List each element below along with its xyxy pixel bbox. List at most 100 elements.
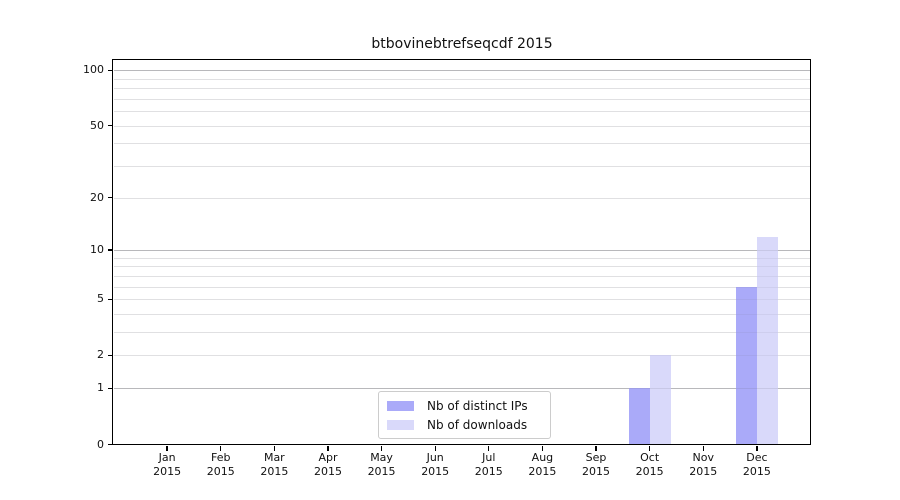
minor-gridline-overlay (113, 166, 811, 168)
x-tick-mark (273, 446, 275, 451)
minor-gridline (113, 275, 811, 277)
y-tick-mark (108, 298, 113, 300)
x-tick-mark (756, 446, 758, 451)
y-tick-label: 0 (97, 437, 104, 451)
minor-gridline-overlay (113, 197, 811, 199)
x-tick-year: 2015 (689, 464, 718, 478)
chart-title: btbovinebtrefseqcdf 2015 (371, 36, 553, 52)
x-tick-month: Oct (640, 451, 660, 464)
y-tick-label: 2 (97, 348, 104, 362)
minor-gridline (113, 143, 811, 145)
x-tick-mark (541, 446, 544, 451)
y-tick-mark (108, 125, 113, 127)
x-tick-month: Jun (426, 451, 444, 464)
minor-gridline (113, 197, 811, 199)
x-tick-label-feb: Feb 2015 (189, 451, 253, 478)
x-tick-year: 2015 (367, 464, 396, 478)
x-tick-mark (327, 446, 329, 451)
major-gridline (113, 388, 811, 390)
minor-gridline (113, 314, 811, 315)
y-tick-label: 100 (83, 63, 104, 77)
y-tick-mark (108, 354, 113, 357)
x-tick-mark (649, 446, 651, 451)
minor-gridline (113, 299, 811, 301)
minor-gridline (113, 78, 811, 80)
minor-gridline-overlay (113, 314, 811, 315)
minor-gridline-overlay (113, 111, 811, 113)
minor-gridline (113, 286, 811, 288)
minor-gridline-overlay (113, 88, 811, 90)
minor-gridline-overlay (113, 257, 811, 259)
y-tick-mark (108, 197, 113, 199)
legend-item-downloads: Nb of downloads (387, 415, 542, 434)
legend-label-downloads: Nb of downloads (427, 417, 528, 432)
minor-gridline (113, 332, 811, 334)
minor-gridline (113, 355, 811, 357)
x-tick-label-nov: Nov 2015 (671, 451, 735, 478)
x-tick-label-may: May 2015 (350, 451, 414, 478)
minor-gridline-overlay (113, 78, 811, 80)
x-tick-mark (166, 446, 168, 451)
x-tick-mark (488, 446, 490, 451)
x-tick-label-jul: Jul 2015 (457, 451, 521, 478)
x-tick-mark (434, 446, 436, 451)
x-tick-month: Feb (210, 451, 231, 464)
bar-dec-downloads (756, 236, 778, 445)
minor-gridline-overlay (113, 332, 811, 334)
x-tick-year: 2015 (742, 464, 771, 478)
minor-gridline (113, 88, 811, 90)
x-tick-month: May (370, 451, 393, 464)
x-tick-mark (220, 446, 222, 451)
x-tick-month: Apr (318, 451, 338, 464)
x-tick-label-aug: Aug 2015 (510, 451, 574, 478)
minor-gridline-overlay (113, 299, 811, 301)
y-tick-mark (108, 249, 113, 251)
x-tick-year: 2015 (206, 464, 235, 478)
minor-gridline-overlay (113, 355, 811, 357)
x-tick-month: Jan (158, 451, 176, 464)
legend-label-distinct-ips: Nb of distinct IPs (427, 398, 528, 413)
bar-oct-distinct-ips (628, 388, 650, 445)
x-tick-label-jan: Jan 2015 (135, 451, 199, 478)
x-tick-mark (702, 446, 704, 451)
minor-gridline-overlay (113, 266, 811, 268)
major-gridline-overlay (113, 250, 811, 252)
y-tick-label: 20 (90, 190, 104, 204)
legend-swatch-downloads (387, 419, 414, 430)
x-tick-month: Jul (482, 451, 496, 464)
x-tick-mark (595, 446, 597, 451)
x-tick-year: 2015 (421, 464, 450, 478)
y-tick-label: 5 (97, 292, 104, 306)
bar-oct-downloads (649, 355, 671, 445)
plot-area-border (112, 59, 811, 445)
x-tick-year: 2015 (635, 464, 664, 478)
minor-gridline (113, 125, 811, 127)
legend: Nb of distinct IPs Nb of downloads (378, 391, 551, 439)
legend-item-distinct-ips: Nb of distinct IPs (387, 396, 542, 415)
minor-gridline-overlay (113, 98, 811, 100)
major-gridline (113, 70, 811, 72)
x-tick-label-apr: Apr 2015 (296, 451, 360, 478)
y-tick-mark (108, 387, 113, 389)
minor-gridline-overlay (113, 275, 811, 277)
x-tick-mark (380, 446, 383, 451)
x-tick-year: 2015 (313, 464, 342, 478)
x-tick-year: 2015 (153, 464, 182, 478)
minor-gridline (113, 166, 811, 168)
major-gridline (113, 250, 811, 252)
major-gridline-overlay (113, 388, 811, 390)
y-tick-label: 50 (90, 118, 104, 132)
minor-gridline-overlay (113, 125, 811, 127)
x-tick-year: 2015 (528, 464, 557, 478)
x-tick-year: 2015 (582, 464, 611, 478)
x-tick-label-jun: Jun 2015 (403, 451, 467, 478)
x-tick-month: Sep (585, 451, 607, 464)
y-tick-label: 10 (90, 243, 104, 257)
x-tick-month: Dec (746, 451, 768, 464)
y-tick-label: 1 (97, 381, 104, 395)
x-tick-label-mar: Mar 2015 (242, 451, 306, 478)
major-gridline-overlay (113, 70, 811, 72)
bar-dec-distinct-ips (735, 286, 757, 445)
x-tick-month: Nov (692, 451, 714, 464)
